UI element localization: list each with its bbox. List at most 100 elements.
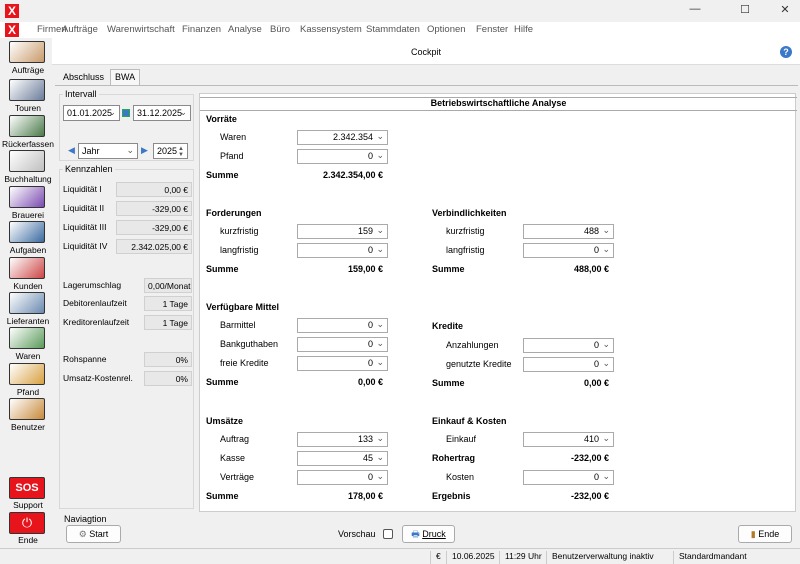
start-button[interactable]: ⚙ Start xyxy=(66,525,121,543)
sidebar-icon-8[interactable] xyxy=(9,327,45,349)
help-icon[interactable]: ? xyxy=(780,46,792,58)
title-bar: X — ☐ ✕ xyxy=(0,0,800,22)
field-label: Kasse xyxy=(220,453,246,463)
value-dropdown[interactable]: 0 ⌄ xyxy=(297,337,388,352)
value-dropdown[interactable]: 45 ⌄ xyxy=(297,451,388,466)
sidebar-icon-1[interactable] xyxy=(9,79,45,101)
value-dropdown[interactable]: 0 ⌄ xyxy=(523,338,614,353)
menu-aufträge[interactable]: Aufträge xyxy=(62,24,98,35)
sidebar-icon-9[interactable] xyxy=(9,363,45,385)
value-dropdown[interactable]: 133 ⌄ xyxy=(297,432,388,447)
menu-fenster[interactable]: Fenster xyxy=(476,24,509,35)
vorschau-checkbox[interactable] xyxy=(383,529,393,539)
sum-label: Summe xyxy=(206,491,239,501)
sidebar-item-5[interactable]: Aufgaben xyxy=(9,245,47,255)
field-label: kurzfristig xyxy=(446,226,485,236)
tab-abschluss[interactable]: Abschluss xyxy=(58,69,110,85)
menu-analyse[interactable]: Analyse xyxy=(228,24,262,35)
sidebar-item-support[interactable]: Support xyxy=(13,500,43,510)
sidebar-item-4[interactable]: Brauerei xyxy=(11,210,45,220)
chevron-down-icon: ⌄ xyxy=(126,145,134,155)
status-currency: € xyxy=(430,551,441,564)
menu-stammdaten[interactable]: Stammdaten xyxy=(366,24,420,35)
value-dropdown[interactable]: 0 ⌄ xyxy=(297,149,388,164)
value: 0 xyxy=(367,245,373,255)
app-menu-icon[interactable]: X xyxy=(5,23,19,37)
status-user: Benutzerverwaltung inaktiv xyxy=(546,551,654,564)
kennzahlen-label: Kennzahlen xyxy=(63,164,115,174)
sidebar-item-6[interactable]: Kunden xyxy=(13,281,43,291)
sum-value: 0,00 € xyxy=(583,378,609,388)
field-label: Verträge xyxy=(220,472,255,482)
value-dropdown[interactable]: 410 ⌄ xyxy=(523,432,614,447)
menu-hilfe[interactable]: Hilfe xyxy=(514,24,534,35)
sum-value: 0,00 € xyxy=(357,377,383,387)
prev-period-icon[interactable]: ◀ xyxy=(68,145,75,155)
sidebar-item-7[interactable]: Lieferanten xyxy=(6,316,50,326)
value-dropdown[interactable]: 0 ⌄ xyxy=(297,243,388,258)
maximize-button[interactable]: ☐ xyxy=(740,4,750,16)
kennzahl-label: Umsatz-Kostenrel. xyxy=(63,373,133,383)
value-dropdown[interactable]: 488 ⌄ xyxy=(523,224,614,239)
sidebar-icon-3[interactable] xyxy=(9,150,45,172)
sidebar-item-9[interactable]: Pfand xyxy=(16,387,40,397)
sidebar-item-8[interactable]: Waren xyxy=(15,351,41,361)
value-dropdown[interactable]: 0 ⌄ xyxy=(297,318,388,333)
menu-büro[interactable]: Büro xyxy=(270,24,291,35)
next-period-icon[interactable]: ▶ xyxy=(141,145,148,155)
power-icon[interactable]: ⏻ xyxy=(9,512,45,534)
sidebar-icon-10[interactable] xyxy=(9,398,45,420)
field-label: Auftrag xyxy=(220,434,250,444)
sidebar-icon-7[interactable] xyxy=(9,292,45,314)
close-button[interactable]: ✕ xyxy=(780,4,790,16)
value-dropdown[interactable]: 0 ⌄ xyxy=(297,356,388,371)
value-dropdown[interactable]: 0 ⌄ xyxy=(523,357,614,372)
menu-optionen[interactable]: Optionen xyxy=(427,24,466,35)
minimize-button[interactable]: — xyxy=(689,3,701,15)
value-dropdown[interactable]: 2.342.354 ⌄ xyxy=(297,130,388,145)
value-dropdown[interactable]: 0 ⌄ xyxy=(297,470,388,485)
kennzahl-value: 1 Tage xyxy=(144,315,192,330)
sidebar-item-10[interactable]: Benutzer xyxy=(10,422,46,432)
tab-bwa[interactable]: BWA xyxy=(110,69,141,85)
value-dropdown[interactable]: 0 ⌄ xyxy=(523,243,614,258)
chevron-down-icon: ⌄ xyxy=(602,244,610,254)
value: 133 xyxy=(357,434,373,444)
sidebar-item-1[interactable]: Touren xyxy=(15,103,41,113)
period-select[interactable]: Jahr ⌄ xyxy=(78,143,138,159)
field-label: genutzte Kredite xyxy=(446,359,512,369)
value: 0 xyxy=(367,472,373,482)
menu-kassensystem[interactable]: Kassensystem xyxy=(300,24,362,35)
menu-warenwirtschaft[interactable]: Warenwirtschaft xyxy=(107,24,175,35)
kennzahl-value: 0% xyxy=(144,371,192,386)
kennzahl-label: Kreditorenlaufzeit xyxy=(63,317,130,327)
page-title: Cockpit xyxy=(410,47,441,57)
sidebar-icon-2[interactable] xyxy=(9,115,45,137)
section-heading: Umsätze xyxy=(206,416,244,426)
spin-icon[interactable]: ▲ ▼ xyxy=(178,146,184,158)
date-from-picker[interactable]: 01.01.2025 ⌄ xyxy=(63,105,120,121)
sos-icon[interactable]: SOS xyxy=(9,477,45,499)
sidebar-item-2[interactable]: Rückerfassen xyxy=(2,139,54,149)
value-dropdown[interactable]: 159 ⌄ xyxy=(297,224,388,239)
sidebar-icon-0[interactable] xyxy=(9,41,45,63)
menu-firmen[interactable]: Firmen xyxy=(37,24,67,35)
sidebar-item-3[interactable]: Buchhaltung xyxy=(4,174,52,184)
kennzahl-label: Rohspanne xyxy=(63,354,107,364)
date-to-picker[interactable]: 31.12.2025 ⌄ xyxy=(133,105,191,121)
ende-button[interactable]: ▮ Ende xyxy=(738,525,792,543)
sidebar-item-ende[interactable]: Ende xyxy=(18,535,38,545)
sidebar-item-0[interactable]: Aufträge xyxy=(11,65,45,75)
value-dropdown[interactable]: 0 ⌄ xyxy=(523,470,614,485)
druck-button[interactable]: 🖶 Druck xyxy=(402,525,455,543)
chevron-down-icon: ⌄ xyxy=(602,339,610,349)
kennzahl-label: Liquidität IV xyxy=(63,241,108,251)
year-stepper[interactable]: 2025 ▲ ▼ xyxy=(153,143,188,159)
value: 45 xyxy=(362,453,373,463)
sidebar-icon-6[interactable] xyxy=(9,257,45,279)
sidebar-icon-4[interactable] xyxy=(9,186,45,208)
range-link-icon xyxy=(122,109,130,117)
menu-finanzen[interactable]: Finanzen xyxy=(182,24,222,35)
sidebar-icon-5[interactable] xyxy=(9,221,45,243)
menu-bar: X Firmen Aufträge Warenwirtschaft Finanzen A… xyxy=(0,22,800,38)
